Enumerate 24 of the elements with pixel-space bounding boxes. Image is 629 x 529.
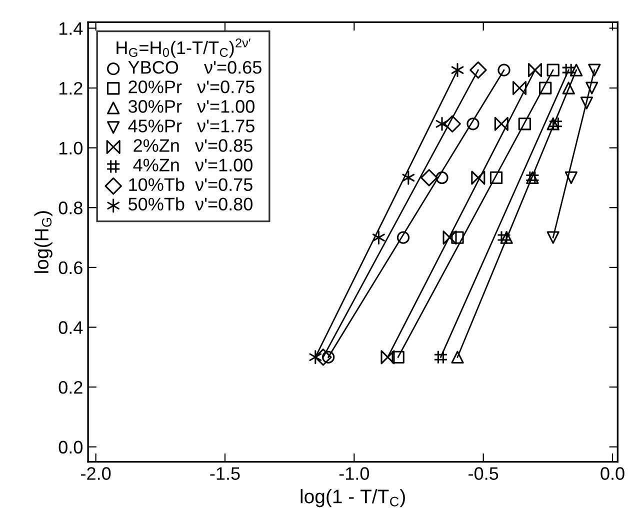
legend-title: H$_{G}$=H$_{0}$(1-T/T$_{C}$)$^{2ν′}$ xyxy=(116,38,251,58)
y-tick-label: 0.2 xyxy=(58,380,82,394)
x-tick-label: -2.0 xyxy=(81,467,111,480)
y-tick-label: 0.8 xyxy=(58,202,82,214)
x-tick-label: -1.5 xyxy=(210,467,240,480)
legend-label: 10%Tb ν'=0.75 xyxy=(129,178,252,191)
legend-label: 45%Pr ν'=1.75 xyxy=(128,120,254,132)
legend-label: 2%Zn ν'=0.85 xyxy=(134,139,252,152)
legend-label: YBCO ν'=0.65 xyxy=(128,60,262,74)
y-tick-label: 1.4 xyxy=(59,22,83,35)
x-axis-title: log(1 - T/T$_{C}$) xyxy=(300,489,405,508)
y-tick-label: 0.6 xyxy=(58,261,82,274)
y-axis-title: log(H$_{G}$) xyxy=(34,211,52,273)
y-tick-label: 0.0 xyxy=(58,440,82,454)
y-tick-label: 1.2 xyxy=(59,82,82,95)
x-tick-label: -1.0 xyxy=(339,467,370,480)
x-tick-label: 0.0 xyxy=(600,467,624,480)
y-tick-label: 0.4 xyxy=(58,321,83,334)
x-tick-label: -0.5 xyxy=(468,467,498,480)
legend-label: 4%Zn ν'=1.00 xyxy=(133,158,252,172)
y-tick-label: 1.0 xyxy=(59,142,82,155)
legend-label: 20%Pr ν'=0.75 xyxy=(128,80,254,94)
legend-label: 50%Tb ν'=0.80 xyxy=(128,197,252,211)
legend-label: 30%Pr ν'=1.00 xyxy=(128,100,254,113)
